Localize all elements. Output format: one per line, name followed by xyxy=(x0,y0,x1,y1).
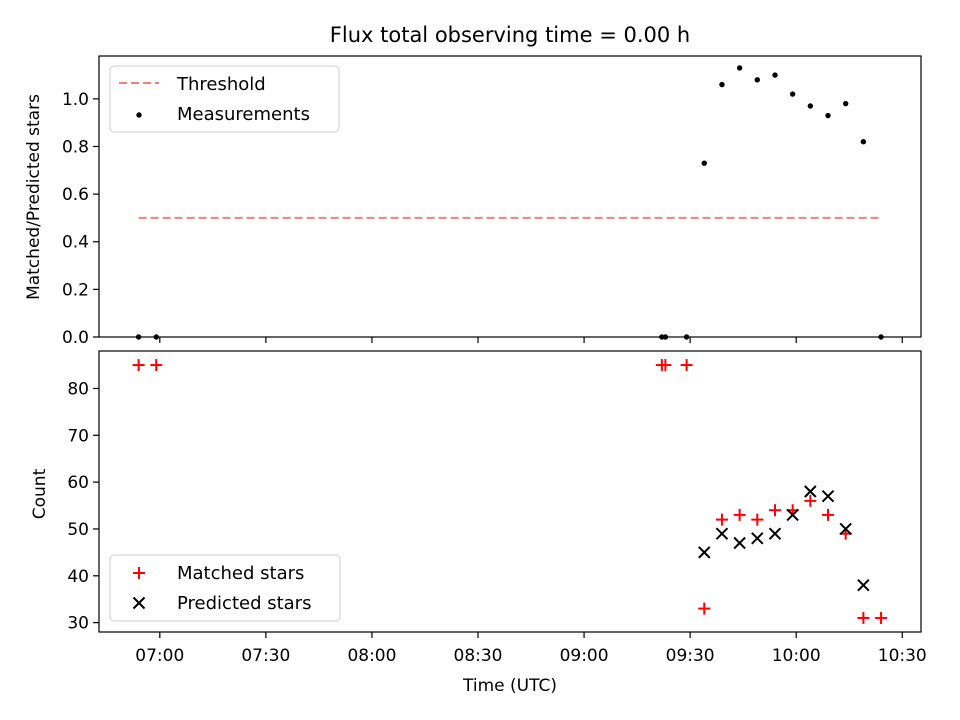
bottom-y-tick-label: 80 xyxy=(67,379,89,399)
x-tick-label: 10:00 xyxy=(772,646,821,666)
top-y-ticks: 0.0 0.2 0.4 0.6 0.8 1.0 xyxy=(62,90,99,348)
top-axes-frame xyxy=(98,55,922,338)
bottom-y-tick-label: 60 xyxy=(67,473,89,493)
measurement-point xyxy=(842,100,849,107)
predicted-star-point xyxy=(857,578,870,592)
bottom-panel: 30 40 50 60 70 80 07:00 07:30 08:00 08:30 09:00 09… xyxy=(30,350,927,696)
matched-star-point xyxy=(751,513,764,526)
predicted-star-point xyxy=(768,527,782,540)
bottom-y-tick-label: 40 xyxy=(67,567,89,587)
matched-star-point xyxy=(150,359,163,372)
top-y-tick-label: 0.0 xyxy=(62,328,89,348)
matched-star-point xyxy=(659,359,672,372)
x-tick-label: 10:30 xyxy=(878,646,927,666)
bottom-y-ticks: 30 40 50 60 70 80 xyxy=(67,379,99,634)
x-tick-label: 09:00 xyxy=(560,646,609,666)
predicted-star-point xyxy=(804,485,817,498)
measurement-point xyxy=(825,112,831,119)
measurement-point xyxy=(719,81,725,88)
bottom-axes-frame xyxy=(98,350,922,633)
top-y-axis-label: Matched/Predicted stars xyxy=(24,94,44,300)
top-y-tick-label: 0.8 xyxy=(62,137,89,157)
legend-predicted-label: Predicted stars xyxy=(177,593,311,614)
bottom-y-tick-label: 30 xyxy=(67,614,89,634)
measurement-point xyxy=(772,72,778,78)
top-plot-area xyxy=(135,65,884,340)
x-tick-label: 07:00 xyxy=(135,646,184,666)
matched-star-point xyxy=(733,508,746,521)
matched-star-point xyxy=(822,508,835,521)
top-x-ticks xyxy=(159,337,903,343)
legend-matched-marker xyxy=(133,567,145,579)
measurement-point xyxy=(789,91,796,97)
matched-star-point xyxy=(680,359,693,372)
top-y-tick-label: 1.0 xyxy=(62,90,89,110)
bottom-y-axis-label: Count xyxy=(30,468,50,519)
predicted-star-point xyxy=(715,527,729,540)
bottom-y-tick-label: 50 xyxy=(67,520,89,540)
matched-star-point xyxy=(698,602,711,615)
measurement-point xyxy=(754,77,761,83)
legend-measurements-swatch xyxy=(136,112,142,118)
predicted-star-point xyxy=(751,532,764,545)
top-y-tick-label: 0.2 xyxy=(62,280,89,300)
matched-star-point xyxy=(715,513,728,526)
top-y-tick-label: 0.4 xyxy=(62,233,89,253)
matched-star-point xyxy=(875,611,888,624)
matched-star-point xyxy=(768,504,781,517)
legend-matched-label: Matched stars xyxy=(177,563,304,584)
top-legend-box xyxy=(109,65,340,133)
measurement-point xyxy=(736,65,743,71)
predicted-star-point xyxy=(821,489,835,503)
bottom-x-ticks: 07:00 07:30 08:00 08:30 09:00 09:30 10:00 10:30 xyxy=(135,632,927,666)
bottom-plot-area xyxy=(132,359,888,624)
legend-predicted-marker xyxy=(132,596,146,610)
x-tick-label: 08:00 xyxy=(347,646,396,666)
top-y-tick-label: 0.6 xyxy=(62,185,89,205)
bottom-legend: Matched stars Predicted stars xyxy=(109,554,341,622)
predicted-star-point xyxy=(733,536,746,550)
predicted-star-point xyxy=(786,508,799,522)
legend-threshold-label: Threshold xyxy=(176,74,266,95)
legend-measurements-label: Measurements xyxy=(177,104,310,125)
bottom-legend-box xyxy=(109,554,341,622)
chart-title: Flux total observing time = 0.00 h xyxy=(330,23,690,47)
measurement-point xyxy=(701,160,707,166)
top-legend: Threshold Measurements xyxy=(109,65,340,133)
matched-star-point xyxy=(857,611,870,624)
predicted-star-point xyxy=(839,522,852,536)
x-axis-label: Time (UTC) xyxy=(462,676,557,696)
matched-star-point xyxy=(804,494,817,507)
x-tick-label: 08:30 xyxy=(454,646,503,666)
top-panel: 0.0 0.2 0.4 0.6 0.8 1.0 Matched/Predicted sta… xyxy=(24,55,922,348)
bottom-y-tick-label: 70 xyxy=(67,426,89,446)
predicted-star-point xyxy=(698,546,711,559)
measurement-point xyxy=(860,139,867,145)
x-tick-label: 09:30 xyxy=(666,646,715,666)
matched-star-point xyxy=(132,359,145,372)
measurement-point xyxy=(807,103,814,109)
x-tick-label: 07:30 xyxy=(241,646,290,666)
legend-predicted-swatch xyxy=(132,596,146,610)
legend-matched-swatch xyxy=(133,567,145,579)
